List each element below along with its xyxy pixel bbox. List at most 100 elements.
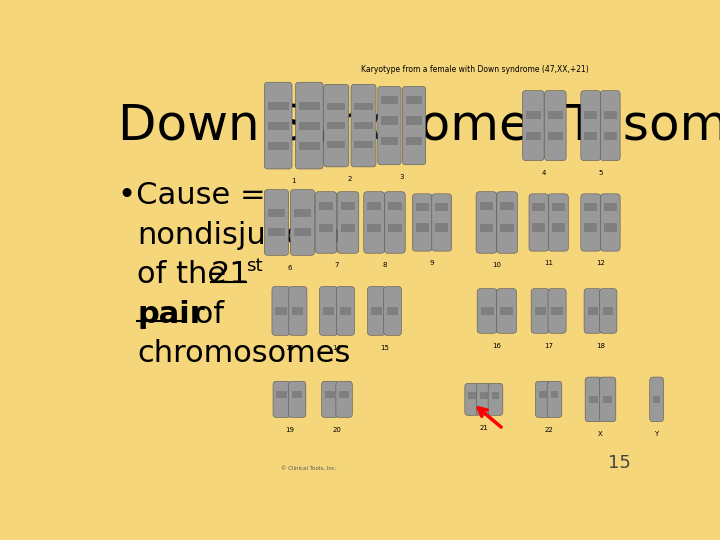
Text: 6: 6 xyxy=(287,265,292,271)
Text: st: st xyxy=(246,257,262,275)
FancyBboxPatch shape xyxy=(382,96,397,104)
Text: X: X xyxy=(598,431,603,437)
FancyBboxPatch shape xyxy=(292,390,302,399)
FancyBboxPatch shape xyxy=(581,194,600,251)
FancyBboxPatch shape xyxy=(325,390,335,399)
FancyBboxPatch shape xyxy=(384,287,402,335)
Text: 22: 22 xyxy=(544,427,553,433)
FancyBboxPatch shape xyxy=(268,102,289,110)
FancyBboxPatch shape xyxy=(477,288,497,333)
Text: of: of xyxy=(185,300,224,329)
FancyBboxPatch shape xyxy=(488,383,503,415)
Text: 5: 5 xyxy=(598,170,603,176)
Text: 12: 12 xyxy=(596,260,605,266)
FancyBboxPatch shape xyxy=(367,201,381,211)
FancyBboxPatch shape xyxy=(295,82,323,169)
FancyBboxPatch shape xyxy=(585,111,598,119)
FancyBboxPatch shape xyxy=(536,381,550,417)
FancyBboxPatch shape xyxy=(497,288,516,333)
FancyBboxPatch shape xyxy=(435,224,448,232)
FancyBboxPatch shape xyxy=(367,287,385,335)
FancyBboxPatch shape xyxy=(336,287,354,335)
FancyBboxPatch shape xyxy=(600,194,620,251)
FancyBboxPatch shape xyxy=(272,287,290,335)
FancyBboxPatch shape xyxy=(531,288,549,333)
FancyBboxPatch shape xyxy=(465,383,480,415)
FancyBboxPatch shape xyxy=(588,396,598,403)
FancyBboxPatch shape xyxy=(585,203,598,211)
FancyBboxPatch shape xyxy=(549,194,568,251)
FancyBboxPatch shape xyxy=(539,390,546,399)
FancyBboxPatch shape xyxy=(585,377,601,422)
FancyBboxPatch shape xyxy=(468,392,476,399)
FancyBboxPatch shape xyxy=(649,377,664,422)
FancyBboxPatch shape xyxy=(323,307,334,315)
FancyBboxPatch shape xyxy=(320,287,338,335)
FancyBboxPatch shape xyxy=(585,132,598,140)
FancyBboxPatch shape xyxy=(354,141,373,148)
FancyBboxPatch shape xyxy=(497,192,518,253)
FancyBboxPatch shape xyxy=(406,96,422,104)
FancyBboxPatch shape xyxy=(364,192,384,253)
Text: 10: 10 xyxy=(492,262,501,268)
FancyBboxPatch shape xyxy=(388,201,402,211)
FancyBboxPatch shape xyxy=(481,307,494,315)
Text: 7: 7 xyxy=(335,262,339,268)
Text: Karyotype from a female with Down syndrome (47,XX,+21): Karyotype from a female with Down syndro… xyxy=(361,65,589,73)
FancyBboxPatch shape xyxy=(603,396,612,403)
FancyBboxPatch shape xyxy=(533,224,546,232)
FancyBboxPatch shape xyxy=(603,111,617,119)
FancyBboxPatch shape xyxy=(416,224,429,232)
FancyBboxPatch shape xyxy=(354,122,373,130)
FancyBboxPatch shape xyxy=(600,91,620,160)
FancyBboxPatch shape xyxy=(382,117,397,125)
Text: pair: pair xyxy=(138,300,205,329)
FancyBboxPatch shape xyxy=(264,82,292,169)
Text: 18: 18 xyxy=(596,342,605,348)
FancyBboxPatch shape xyxy=(339,390,348,399)
FancyBboxPatch shape xyxy=(603,132,617,140)
FancyBboxPatch shape xyxy=(552,203,565,211)
Text: 3: 3 xyxy=(400,174,404,180)
FancyBboxPatch shape xyxy=(534,307,546,315)
FancyBboxPatch shape xyxy=(603,307,613,315)
FancyBboxPatch shape xyxy=(273,381,290,417)
FancyBboxPatch shape xyxy=(289,287,307,335)
FancyBboxPatch shape xyxy=(500,201,514,211)
FancyBboxPatch shape xyxy=(406,117,422,125)
FancyBboxPatch shape xyxy=(603,203,617,211)
FancyBboxPatch shape xyxy=(299,122,320,130)
FancyBboxPatch shape xyxy=(548,111,563,119)
Text: 4: 4 xyxy=(542,170,546,176)
FancyBboxPatch shape xyxy=(533,203,546,211)
Text: 13: 13 xyxy=(285,345,294,350)
FancyBboxPatch shape xyxy=(477,383,491,415)
FancyBboxPatch shape xyxy=(268,122,289,130)
FancyBboxPatch shape xyxy=(337,192,359,253)
Text: 9: 9 xyxy=(430,260,434,266)
FancyBboxPatch shape xyxy=(299,141,320,150)
FancyBboxPatch shape xyxy=(552,224,565,232)
FancyBboxPatch shape xyxy=(275,307,287,315)
Text: 20: 20 xyxy=(333,427,341,433)
FancyBboxPatch shape xyxy=(600,288,617,333)
FancyBboxPatch shape xyxy=(324,84,348,167)
FancyBboxPatch shape xyxy=(432,194,451,251)
Text: 14: 14 xyxy=(333,345,341,350)
FancyBboxPatch shape xyxy=(416,203,429,211)
Text: 1: 1 xyxy=(292,178,296,184)
FancyBboxPatch shape xyxy=(406,137,422,145)
FancyBboxPatch shape xyxy=(402,86,426,165)
Text: 15: 15 xyxy=(380,345,389,350)
FancyBboxPatch shape xyxy=(500,224,514,232)
FancyBboxPatch shape xyxy=(341,201,356,211)
Text: © Clinical Tools, Inc.: © Clinical Tools, Inc. xyxy=(281,466,336,471)
FancyBboxPatch shape xyxy=(322,381,338,417)
Text: nondisjunction: nondisjunction xyxy=(138,221,361,249)
FancyBboxPatch shape xyxy=(378,86,401,165)
FancyBboxPatch shape xyxy=(354,103,373,111)
FancyBboxPatch shape xyxy=(315,192,337,253)
FancyBboxPatch shape xyxy=(551,390,559,399)
FancyBboxPatch shape xyxy=(523,91,544,160)
FancyBboxPatch shape xyxy=(480,201,493,211)
